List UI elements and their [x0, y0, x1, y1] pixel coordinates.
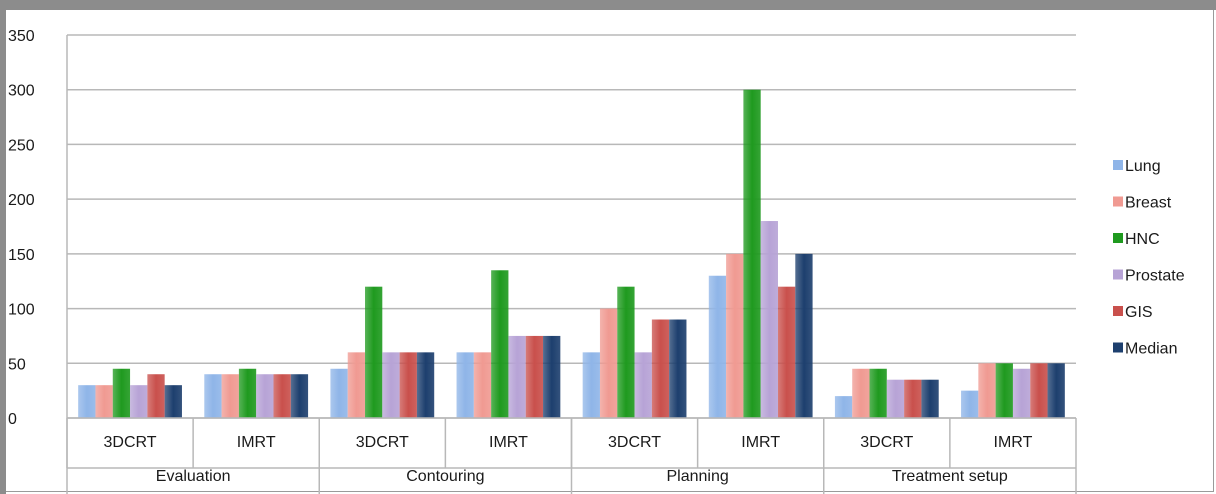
bar-prostate — [886, 379, 905, 418]
bar-breast — [726, 253, 744, 418]
bar-hnc — [869, 368, 887, 418]
legend-swatch-lung — [1113, 160, 1123, 170]
bar-breast — [221, 374, 239, 418]
legend-label-lung: Lung — [1125, 158, 1161, 175]
bars — [78, 89, 1065, 418]
bar-gis — [525, 335, 544, 418]
bar-hnc — [617, 286, 635, 418]
bar-lung — [78, 385, 96, 418]
bar-gis — [777, 286, 796, 418]
bar-median — [795, 253, 813, 418]
bar-prostate — [508, 335, 526, 418]
x-category-label: 3DCRT — [356, 434, 409, 451]
x-category-label: IMRT — [741, 434, 780, 451]
bar-median — [1047, 363, 1065, 418]
bar-gis — [1030, 363, 1048, 418]
x-axis: 3DCRT IMRT Evaluation 3DCRT IMRT Contouring 3D… — [66, 417, 1077, 494]
bar-prostate — [256, 374, 274, 418]
bar-hnc — [112, 368, 131, 418]
legend-swatch-gis — [1113, 306, 1123, 316]
left-border — [0, 0, 6, 494]
bar-breast — [347, 352, 366, 418]
legend-swatch-prostate — [1113, 269, 1123, 280]
bar-breast — [978, 363, 996, 418]
bar-prostate — [634, 352, 652, 418]
bar-hnc — [995, 363, 1013, 418]
x-category-label: IMRT — [489, 434, 528, 451]
x-category-label: 3DCRT — [608, 434, 661, 451]
bar-median — [164, 385, 182, 418]
bar-gis — [147, 374, 165, 418]
bar-breast — [852, 368, 870, 418]
y-axis: 0 50 100 150 200 250 300 350 — [8, 28, 68, 428]
gridlines — [67, 34, 1076, 419]
legend-label-prostate: Prostate — [1125, 268, 1185, 285]
bar-prostate — [130, 385, 148, 418]
x-category-label: 3DCRT — [860, 434, 913, 451]
bar-lung — [582, 352, 600, 418]
x-group-label: Planning — [666, 468, 728, 485]
legend-swatch-median — [1113, 342, 1123, 353]
x-group-label: Evaluation — [156, 468, 231, 485]
bar-lung — [961, 390, 979, 418]
bar-breast — [95, 385, 113, 418]
bar-median — [416, 352, 435, 418]
x-group-label: Treatment setup — [892, 468, 1008, 485]
bar-gis — [399, 352, 417, 418]
bar-hnc — [491, 270, 509, 418]
bar-median — [290, 374, 309, 418]
x-category-label: IMRT — [237, 434, 276, 451]
y-tick-label: 150 — [8, 247, 35, 264]
legend-swatch-breast — [1113, 196, 1123, 207]
bar-lung — [834, 396, 853, 418]
bar-breast — [473, 352, 492, 418]
bar-median — [543, 335, 561, 418]
legend-label-gis: GIS — [1125, 304, 1153, 321]
legend-swatch-hnc — [1113, 233, 1123, 243]
bar-hnc — [365, 286, 383, 418]
legend-label-breast: Breast — [1125, 195, 1172, 212]
y-tick-label: 50 — [8, 356, 26, 373]
bar-breast — [599, 308, 618, 418]
bar-lung — [204, 374, 222, 418]
x-group-label: Contouring — [406, 468, 484, 485]
bar-gis — [651, 319, 670, 418]
y-tick-label: 0 — [8, 411, 17, 428]
bar-prostate — [760, 221, 778, 418]
y-tick-label: 100 — [8, 302, 35, 319]
bar-median — [921, 379, 939, 418]
bar-gis — [273, 374, 291, 418]
top-border — [0, 0, 1216, 10]
legend-label-hnc: HNC — [1125, 231, 1160, 248]
bar-prostate — [382, 352, 400, 418]
y-tick-label: 300 — [8, 83, 35, 100]
y-tick-label: 250 — [8, 137, 35, 154]
x-category-label: IMRT — [994, 434, 1033, 451]
bar-hnc — [238, 368, 257, 418]
bar-lung — [456, 352, 474, 418]
bar-lung — [330, 368, 348, 418]
bar-hnc — [743, 89, 761, 418]
x-category-label: 3DCRT — [104, 434, 157, 451]
legend-label-median: Median — [1125, 341, 1177, 358]
y-tick-label: 200 — [8, 192, 35, 209]
bar-prostate — [1012, 368, 1031, 418]
legend: Lung Breast HNC Prostate GIS Median — [1113, 158, 1185, 358]
y-tick-label: 350 — [8, 28, 35, 45]
bar-gis — [904, 379, 922, 418]
bar-median — [669, 319, 687, 418]
bar-lung — [708, 275, 727, 418]
